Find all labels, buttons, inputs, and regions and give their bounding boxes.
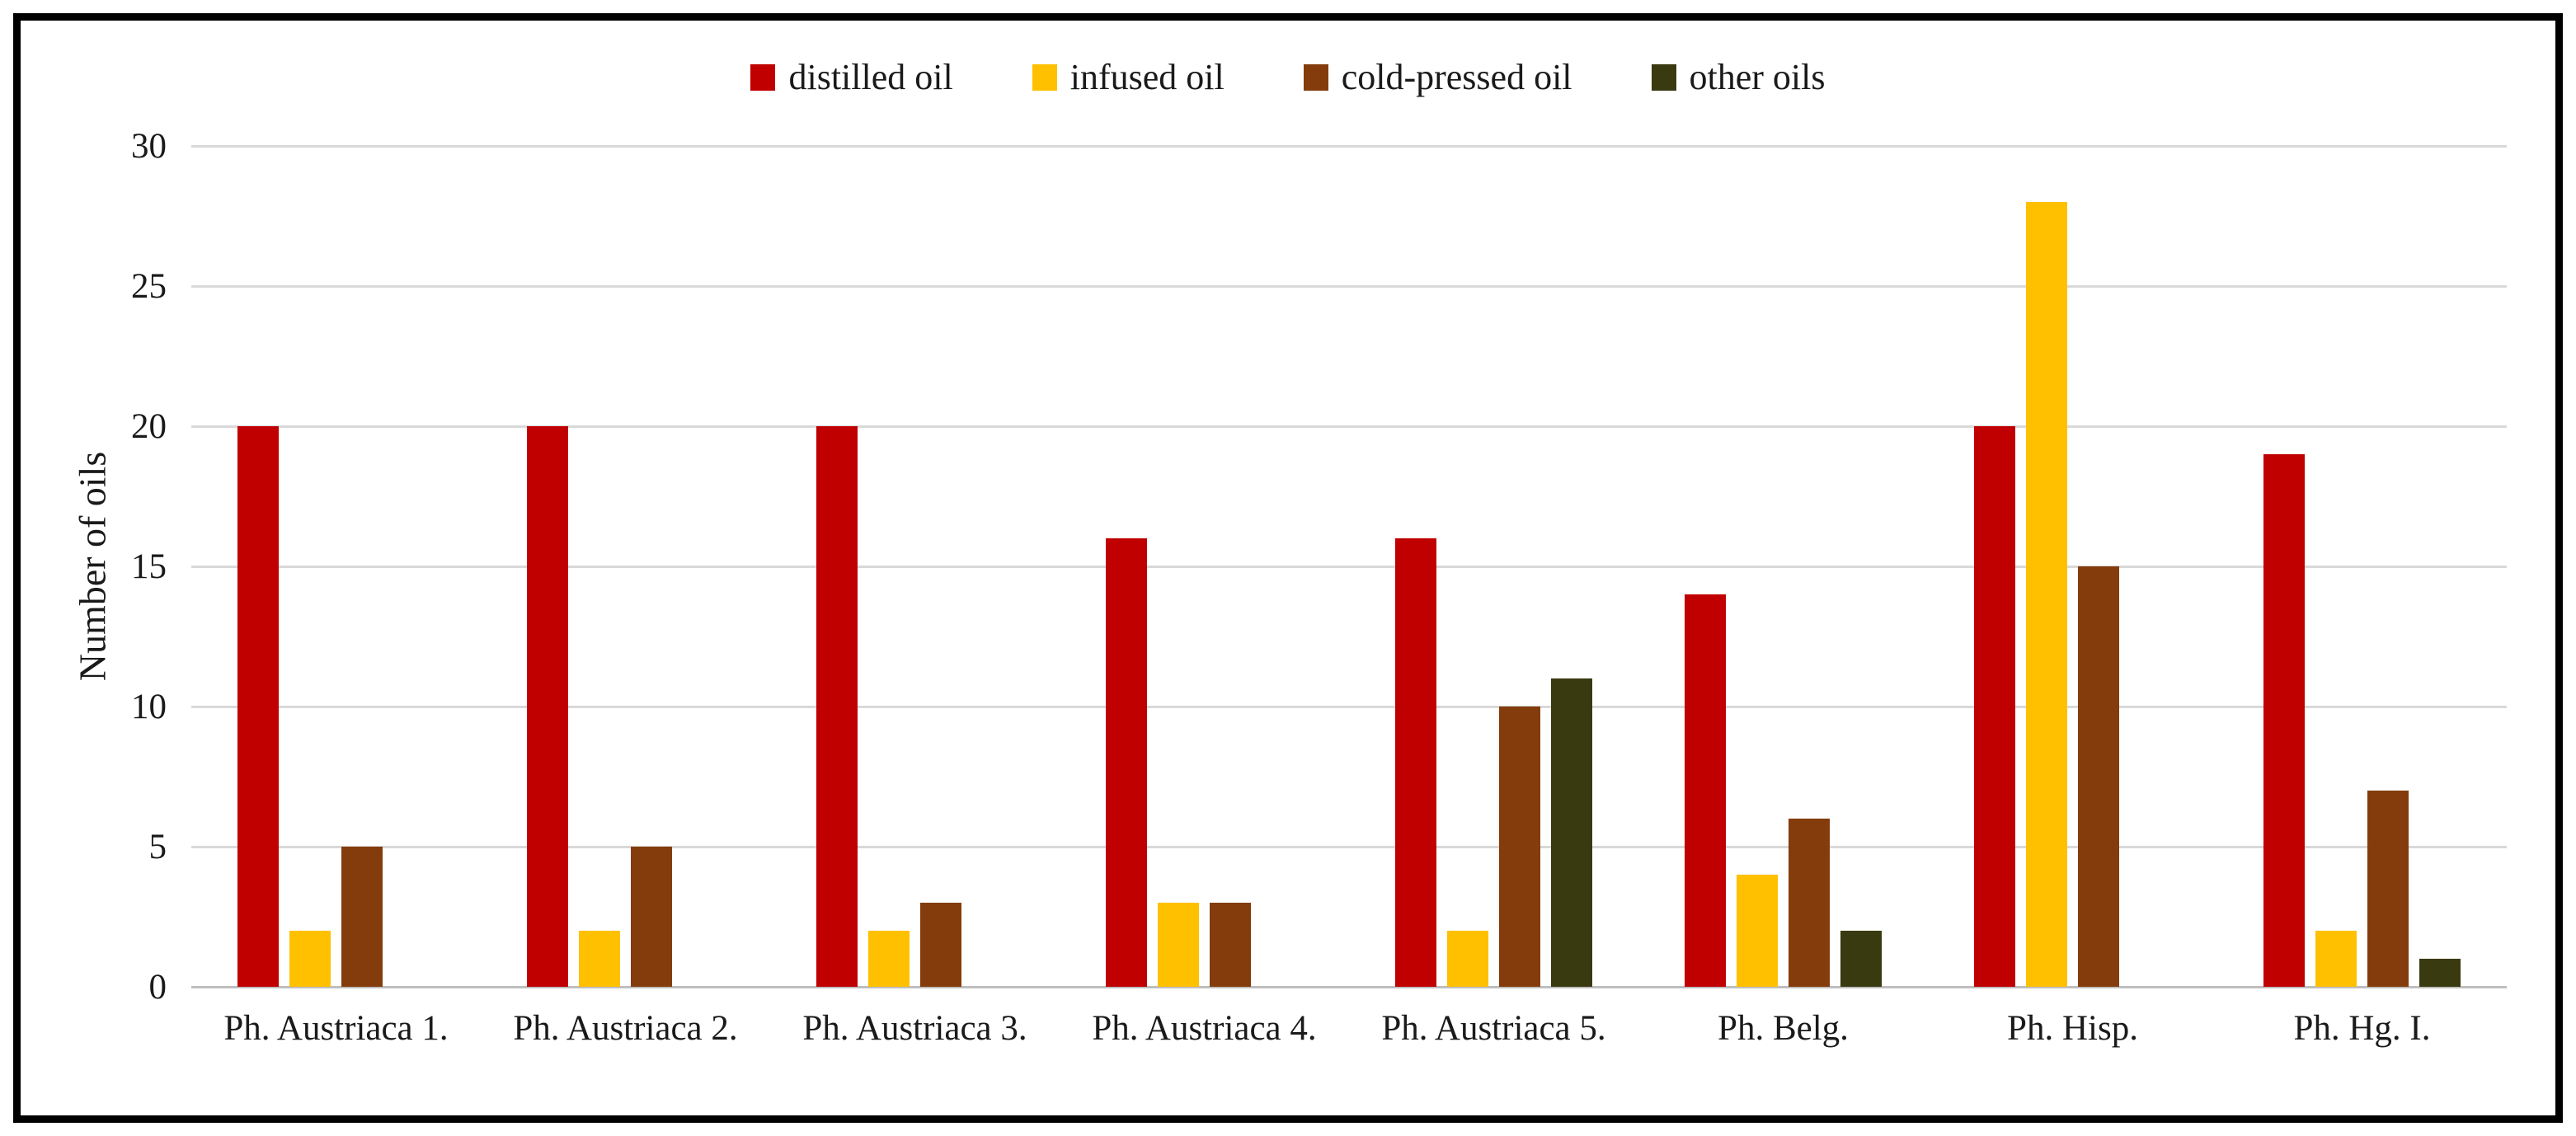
y-tick-label-20: 20: [131, 407, 167, 446]
y-tick-label-5: 5: [148, 828, 167, 866]
bar-infused-oil: [2315, 931, 2357, 987]
bar-cold-pressed-oil: [631, 847, 672, 987]
bar-group-ph-hg-i: [2217, 146, 2507, 987]
bar-group-ph-belg: [1638, 146, 1928, 987]
bar-distilled-oil: [816, 426, 858, 987]
bar-distilled-oil: [237, 426, 279, 987]
x-axis-label-ph-austriaca-5: Ph. Austriaca 5.: [1381, 1009, 1606, 1048]
legend-swatch-icon: [1303, 64, 1328, 91]
gridline-20: [191, 425, 2507, 428]
bar-distilled-oil: [527, 426, 568, 987]
bar-group-ph-hisp: [1928, 146, 2217, 987]
x-axis-label-ph-austriaca-3: Ph. Austriaca 3.: [802, 1009, 1027, 1048]
bar-cold-pressed-oil: [1789, 819, 1830, 987]
legend-item-infused-oil: infused oil: [1032, 59, 1225, 96]
x-axis-label-ph-hg-i: Ph. Hg. I.: [2293, 1009, 2431, 1048]
legend-label: distilled oil: [788, 57, 953, 97]
y-tick-label-30: 30: [131, 127, 167, 166]
bar-infused-oil: [289, 931, 331, 987]
x-axis-label-ph-austriaca-2: Ph. Austriaca 2.: [513, 1009, 738, 1048]
bar-cold-pressed-oil: [341, 847, 383, 987]
bar-cold-pressed-oil: [920, 903, 961, 987]
bar-cold-pressed-oil: [2367, 791, 2409, 987]
legend-item-other-oils: other oils: [1651, 57, 1826, 97]
bar-group-ph-austriaca-4: [1060, 146, 1349, 987]
y-tick-label-0: 0: [148, 968, 167, 1007]
bar-infused-oil: [2026, 202, 2067, 987]
bar-other-oils: [2419, 959, 2461, 987]
bar-infused-oil: [579, 931, 620, 987]
plot-area: [191, 145, 2507, 988]
legend-label: cold-pressed oil: [1341, 57, 1572, 97]
bar-other-oils: [1840, 931, 1882, 987]
bar-infused-oil: [868, 931, 910, 987]
y-tick-label-15: 15: [131, 547, 167, 586]
bar-distilled-oil: [1974, 426, 2015, 987]
bar-infused-oil: [1447, 931, 1488, 987]
x-axis-label-ph-austriaca-1: Ph. Austriaca 1.: [223, 1009, 449, 1048]
bar-cold-pressed-oil: [2078, 566, 2119, 987]
bar-group-ph-austriaca-1: [191, 146, 481, 987]
legend-item-distilled-oil: distilled oil: [750, 57, 953, 97]
bar-cold-pressed-oil: [1210, 903, 1251, 987]
x-axis-line: [191, 986, 2507, 988]
bar-group-ph-austriaca-3: [770, 146, 1060, 987]
bar-cold-pressed-oil: [1499, 706, 1540, 987]
x-axis-labels: Ph. Austriaca 1. Ph. Austriaca 2. Ph. Aust…: [191, 1007, 2507, 1050]
x-axis-label-ph-austriaca-4: Ph. Austriaca 4.: [1092, 1009, 1317, 1048]
bar-distilled-oil: [1395, 538, 1436, 987]
bar-group-ph-austriaca-5: [1349, 146, 1638, 987]
bar-infused-oil: [1737, 875, 1778, 987]
bar-other-oils: [1551, 678, 1592, 987]
legend-swatch-icon: [1651, 64, 1676, 91]
bar-distilled-oil: [1685, 594, 1726, 987]
bar-distilled-oil: [1106, 538, 1147, 987]
gridline-30: [191, 145, 2507, 148]
bar-distilled-oil: [2263, 454, 2305, 987]
legend-label: infused oil: [1069, 57, 1225, 97]
gridline-15: [191, 566, 2507, 568]
bar-infused-oil: [1158, 903, 1199, 987]
legend-swatch-icon: [1032, 64, 1057, 91]
bars-layer: [191, 146, 2507, 987]
bar-group-ph-austriaca-2: [481, 146, 770, 987]
legend-label: other oils: [1689, 57, 1826, 97]
legend-item-cold-pressed-oil: cold-pressed oil: [1303, 57, 1572, 97]
x-axis-label-ph-belg: Ph. Belg.: [1718, 1009, 1849, 1048]
gridline-25: [191, 285, 2507, 288]
legend-swatch-icon: [750, 64, 776, 91]
y-tick-label-25: 25: [131, 267, 167, 306]
gridline-5: [191, 846, 2507, 848]
gridline-10: [191, 706, 2507, 708]
y-tick-label-10: 10: [131, 688, 167, 726]
legend: distilled oil infused oil cold-pressed oil…: [0, 59, 2576, 96]
x-axis-label-ph-hisp: Ph. Hisp.: [2007, 1009, 2138, 1048]
